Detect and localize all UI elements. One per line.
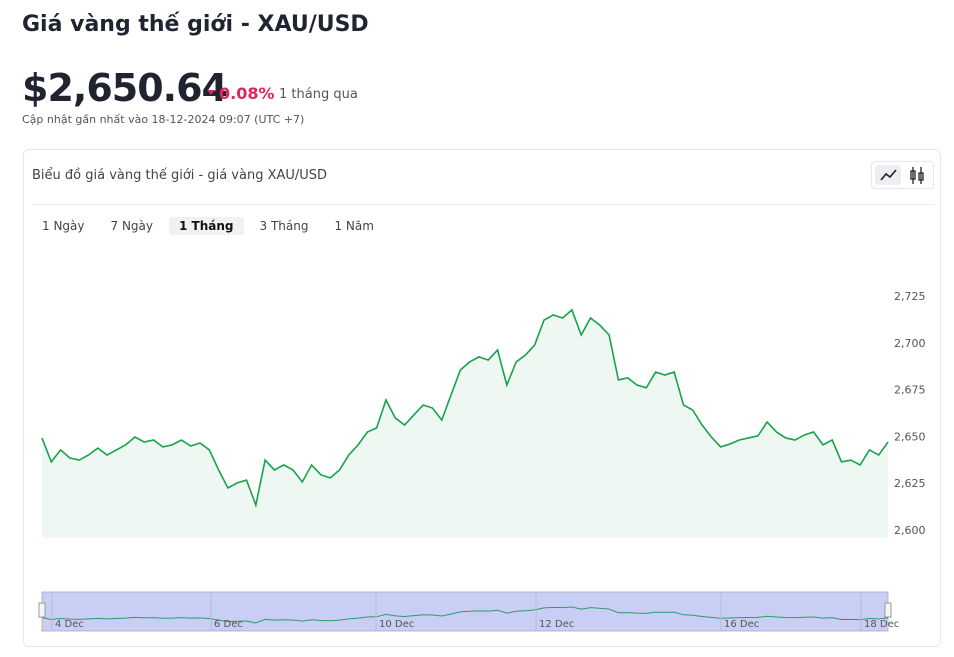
page-title: Giá vàng thế giới - XAU/USD xyxy=(22,12,369,37)
line-icon xyxy=(880,169,897,181)
toggle-icons xyxy=(875,165,924,185)
price-change: 0.08% xyxy=(207,84,275,103)
range-tab[interactable]: 1 Tháng xyxy=(169,217,244,235)
y-tick-label: 2,700 xyxy=(894,337,926,350)
navigator-line xyxy=(41,606,889,624)
price: $2,650.64 xyxy=(22,66,228,110)
separator xyxy=(32,204,934,205)
chart-card xyxy=(23,149,941,647)
y-tick-label: 2,600 xyxy=(894,524,926,537)
chart-type-toggle xyxy=(871,161,934,189)
navigator-handle[interactable] xyxy=(38,602,46,618)
range-tab[interactable]: 1 Ngày xyxy=(42,219,85,233)
card-title: Biểu đồ giá vàng thế giới - giá vàng XAU… xyxy=(32,168,328,183)
y-tick-label: 2,625 xyxy=(894,477,926,490)
y-tick-label: 2,675 xyxy=(894,384,926,397)
navigator-label: 10 Dec xyxy=(379,619,414,630)
navigator-label: 6 Dec xyxy=(214,619,243,630)
updated-time: Cập nhật gần nhất vào 18-12-2024 09:07 (… xyxy=(22,113,305,126)
candle-button[interactable] xyxy=(910,167,924,184)
y-tick-label: 2,725 xyxy=(894,290,926,303)
range-tab[interactable]: 1 Năm xyxy=(334,219,374,233)
range-tabs: 1 Ngày 7 Ngày 1 Tháng 3 Tháng 1 Năm xyxy=(32,217,384,235)
y-tick-label: 2,650 xyxy=(894,430,926,443)
navigator-label: 4 Dec xyxy=(55,619,84,630)
period: 1 tháng qua xyxy=(279,87,358,102)
navigator-label: 12 Dec xyxy=(539,619,574,630)
navigator-handle[interactable] xyxy=(884,602,892,618)
price-line xyxy=(41,308,889,508)
range-tab[interactable]: 7 Ngày xyxy=(110,219,154,233)
range-tab[interactable]: 3 Tháng xyxy=(259,219,309,233)
navigator-label: 16 Dec xyxy=(724,619,759,630)
navigator-label: 18 Dec xyxy=(864,619,899,630)
area xyxy=(42,309,888,538)
